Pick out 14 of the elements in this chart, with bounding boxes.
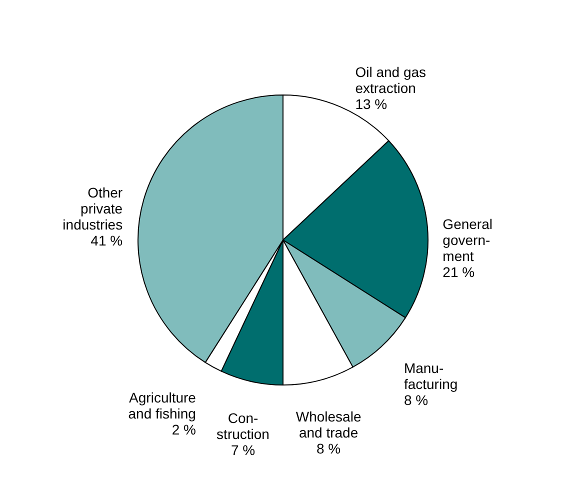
data-label: 41 % bbox=[90, 232, 123, 248]
data-label: 13 % bbox=[355, 96, 388, 112]
slice-label: Oil and gas extraction bbox=[355, 64, 426, 96]
slice-label: Wholesale and trade bbox=[296, 408, 362, 440]
slice-label: Con- struction bbox=[216, 410, 270, 442]
slice-label: General govern- ment bbox=[442, 216, 492, 264]
data-label: 8 % bbox=[404, 392, 428, 408]
slice-label: Agriculture and fishing bbox=[128, 389, 196, 422]
data-label: 8 % bbox=[316, 440, 341, 456]
slice-label: Other private industries bbox=[62, 184, 123, 232]
data-label: 21 % bbox=[442, 264, 475, 280]
data-label: 7 % bbox=[230, 442, 256, 458]
data-label: 2 % bbox=[172, 421, 196, 438]
slice-label: Manu- facturing bbox=[404, 360, 458, 392]
